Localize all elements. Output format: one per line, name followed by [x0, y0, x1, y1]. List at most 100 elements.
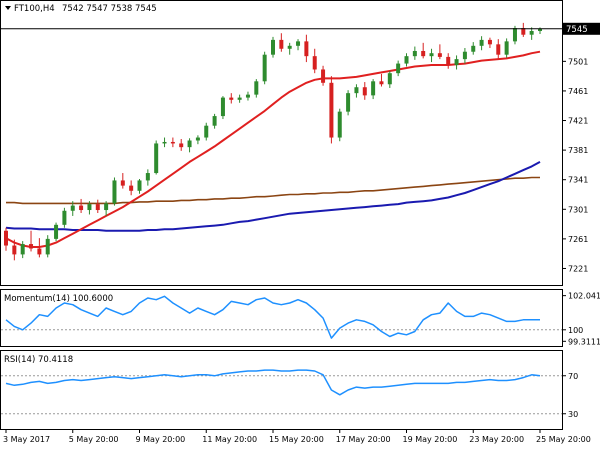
candle — [437, 44, 442, 60]
candle — [162, 137, 167, 148]
price-panel-header: FT100,H4 7542 7547 7538 7545 — [5, 4, 157, 14]
candlesticks — [4, 22, 542, 261]
momentum-panel-frame — [0, 289, 563, 347]
candle — [79, 198, 84, 213]
time-tick-label: 5 May 20:00 — [69, 435, 119, 444]
candle — [337, 108, 342, 142]
candle — [462, 48, 467, 64]
rsi-series — [5, 369, 541, 396]
candle — [271, 36, 275, 58]
time-tick-label: 3 May 2017 — [3, 435, 50, 444]
candle — [87, 201, 92, 215]
candle — [446, 53, 451, 69]
price-tick-label: 7301 — [568, 205, 588, 214]
candle — [204, 122, 209, 141]
candle — [262, 51, 267, 85]
momentum-line — [5, 295, 540, 339]
price-tick-label: 7461 — [568, 87, 588, 96]
candle — [45, 235, 50, 258]
candle — [254, 79, 259, 98]
time-tick-label: 19 May 20:00 — [403, 435, 458, 444]
candle — [396, 60, 401, 77]
candle — [4, 227, 8, 251]
candle — [479, 36, 484, 51]
candle — [229, 93, 234, 104]
momentum-series — [5, 295, 540, 339]
candle — [312, 48, 317, 74]
candle — [37, 238, 42, 258]
candle — [321, 65, 326, 86]
candle — [287, 42, 292, 55]
candle — [104, 201, 109, 216]
candle — [362, 82, 367, 100]
candle — [212, 113, 217, 129]
candle — [137, 178, 142, 194]
time-tick-label: 23 May 20:00 — [469, 435, 524, 444]
candle — [54, 222, 59, 242]
candle — [195, 135, 200, 145]
candle — [120, 173, 125, 189]
time-tick-label: 11 May 20:00 — [202, 435, 257, 444]
candle — [129, 180, 134, 196]
candle — [29, 230, 34, 252]
price-tick-label: 7381 — [568, 146, 588, 155]
time-axis: 3 May 2017 5 May 20:00 9 May 20:00 11 May 2… — [3, 429, 591, 444]
candle — [504, 38, 509, 58]
time-tick-label: 9 May 20:00 — [136, 435, 186, 444]
sma-fast-line — [5, 50, 541, 248]
candle — [62, 207, 67, 228]
momentum-tick-label: 102.0416 — [568, 292, 600, 301]
rsi-tick-label: 70 — [568, 372, 578, 381]
candle — [187, 138, 192, 153]
symbol-timeframe: FT100,H4 — [14, 4, 55, 14]
momentum-tick-label: 99.3111 — [568, 337, 600, 346]
candle — [20, 241, 25, 259]
candle — [496, 39, 501, 59]
rsi-panel-frame — [0, 350, 563, 430]
moving-averages — [5, 50, 541, 248]
candle — [95, 199, 100, 213]
sma-mid-line — [6, 176, 540, 205]
current-price-box — [563, 22, 600, 35]
candle — [245, 91, 250, 101]
sma-slow-line — [5, 161, 541, 232]
price-tick-label: 7341 — [568, 176, 588, 185]
rsi-tick-label: 30 — [568, 410, 578, 419]
candle — [179, 139, 184, 151]
candle — [12, 239, 17, 261]
candle — [329, 76, 334, 144]
candle — [387, 70, 392, 88]
time-tick-label: 17 May 20:00 — [336, 435, 391, 444]
candle — [154, 140, 159, 175]
time-tick-label: 25 May 20:00 — [536, 435, 591, 444]
price-tick-label: 7501 — [568, 57, 588, 66]
current-price-marker: 7545 — [1, 22, 600, 35]
price-tick-label: 7421 — [568, 117, 588, 126]
triangle-down-icon — [5, 6, 11, 10]
price-tick-label: 7261 — [568, 235, 588, 244]
candle — [346, 90, 351, 116]
candle — [304, 34, 309, 63]
rsi-line — [5, 369, 541, 396]
candle — [412, 46, 417, 60]
candle — [237, 94, 242, 103]
candle — [429, 48, 434, 63]
candle — [454, 55, 459, 70]
candle — [279, 33, 284, 52]
candle — [421, 42, 426, 59]
price-axis: 7501 7461 7421 7381 7341 7301 7261 7221 — [562, 57, 588, 273]
ohlc-values: 7542 7547 7538 7545 — [62, 4, 157, 14]
candle — [354, 84, 359, 98]
candle — [404, 53, 409, 67]
current-price-label: 7545 — [566, 25, 588, 35]
candle — [70, 201, 75, 216]
momentum-title: Momentum(14) 100.6000 — [4, 294, 113, 304]
candle — [529, 27, 534, 40]
time-tick-label: 15 May 20:00 — [269, 435, 324, 444]
candle — [112, 177, 117, 206]
rsi-axis: 70 30 — [1, 372, 578, 419]
candle — [487, 37, 492, 49]
candle — [220, 96, 225, 120]
candle — [145, 169, 150, 186]
